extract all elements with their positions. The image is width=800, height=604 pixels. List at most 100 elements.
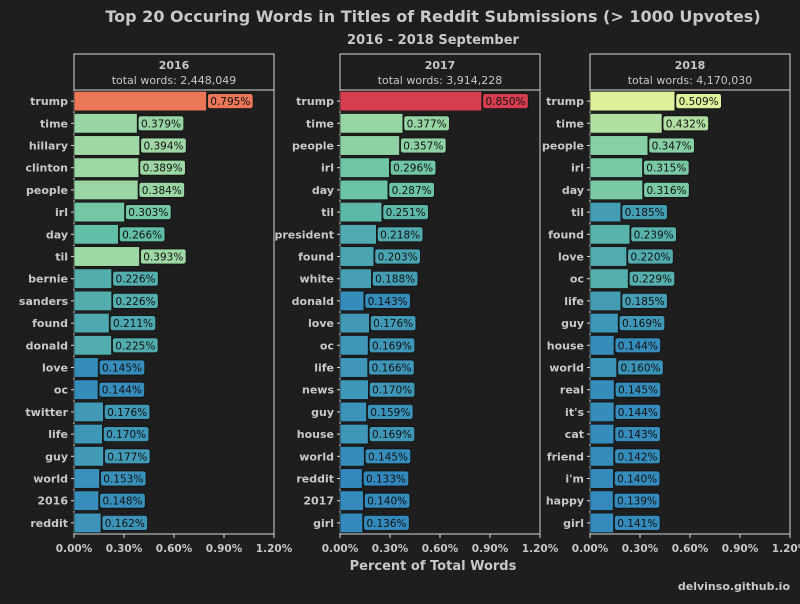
data-label-box	[621, 204, 668, 221]
data-label-box	[99, 492, 146, 509]
bar	[589, 91, 676, 112]
category-label: life	[564, 295, 584, 308]
category-label: day	[312, 184, 334, 197]
data-label-box	[388, 181, 435, 198]
data-label-box	[101, 515, 148, 531]
data-label-box	[403, 115, 450, 132]
bar	[339, 113, 404, 134]
bar	[339, 224, 377, 245]
category-label: guy	[561, 317, 584, 330]
data-label-box	[400, 137, 447, 154]
bar	[339, 379, 369, 400]
data-label-box	[109, 315, 157, 332]
data-label: 0.239%	[634, 229, 674, 241]
category-label: irl	[321, 162, 334, 175]
category-label: hillary	[29, 140, 68, 153]
bar	[589, 179, 643, 200]
category-label: trump	[30, 95, 68, 108]
category-label: time	[306, 117, 334, 130]
category-label: happy	[546, 495, 584, 508]
data-label-box	[104, 448, 151, 465]
panel-strip	[339, 53, 541, 91]
category-label: real	[560, 384, 584, 397]
data-label: 0.143%	[618, 429, 658, 441]
category-label: world	[299, 450, 334, 463]
category-label: donald	[26, 339, 68, 352]
data-label: 0.144%	[618, 407, 658, 419]
bar	[589, 135, 649, 156]
bar	[339, 268, 372, 289]
panel-year: 2016	[159, 59, 190, 72]
bar	[589, 512, 614, 533]
data-label: 0.226%	[115, 274, 155, 286]
data-label: 0.296%	[393, 163, 433, 175]
panel-total-words: total words: 2,448,049	[112, 74, 237, 87]
bar	[589, 335, 615, 356]
data-label-box	[112, 292, 159, 309]
data-label: 0.169%	[622, 318, 662, 330]
data-label: 0.176%	[107, 407, 147, 419]
bar	[339, 135, 400, 156]
category-label: people	[292, 140, 334, 153]
bar	[339, 91, 482, 112]
bar	[73, 335, 112, 356]
data-label: 0.218%	[380, 229, 420, 241]
bar	[73, 357, 99, 378]
category-label: bernie	[28, 273, 68, 286]
data-label-box	[363, 515, 410, 531]
data-label-box	[371, 270, 419, 287]
panels-group: 2016 total words: 2,448,049 trump 0.795% tim…	[19, 53, 800, 555]
data-label-box	[389, 159, 437, 176]
data-label: 0.159%	[370, 407, 410, 419]
bar	[73, 268, 112, 289]
panel-plot-border	[339, 89, 541, 535]
bar	[73, 290, 112, 311]
data-label: 0.850%	[485, 96, 525, 108]
category-label: oc	[320, 339, 334, 352]
data-label: 0.229%	[632, 274, 672, 286]
x-tick-label: 0.00%	[572, 543, 609, 555]
data-label-box	[98, 359, 146, 376]
panel-strip	[73, 53, 275, 91]
data-label-box	[364, 448, 412, 465]
data-label: 0.177%	[107, 451, 147, 463]
data-label: 0.188%	[375, 274, 415, 286]
data-label: 0.142%	[617, 451, 657, 463]
data-label: 0.389%	[143, 163, 183, 175]
x-tick-label: 0.00%	[56, 543, 93, 555]
data-label-box	[207, 93, 254, 109]
data-label-box	[364, 292, 411, 309]
category-label: i'm	[565, 473, 584, 486]
data-label-box	[648, 137, 695, 154]
data-label-box	[617, 359, 664, 376]
bar	[589, 246, 627, 267]
bar	[589, 313, 619, 334]
data-label: 0.251%	[386, 207, 426, 219]
bar	[73, 424, 103, 445]
bar	[589, 157, 643, 178]
category-label: twitter	[25, 406, 68, 419]
category-label: president	[274, 228, 334, 241]
data-label: 0.169%	[372, 340, 412, 352]
bar	[339, 290, 365, 311]
bar	[339, 157, 390, 178]
category-label: people	[26, 184, 68, 197]
data-label: 0.160%	[620, 363, 660, 375]
bar	[73, 446, 104, 467]
category-label: life	[48, 428, 68, 441]
data-label-box	[363, 492, 411, 509]
data-label-box	[614, 515, 661, 531]
data-label-box	[621, 292, 668, 309]
bar	[589, 468, 614, 489]
bar	[73, 379, 99, 400]
data-label: 0.225%	[115, 340, 155, 352]
data-label-box	[614, 337, 661, 354]
data-label: 0.166%	[371, 363, 411, 375]
panel-strip	[589, 53, 791, 91]
data-label: 0.394%	[143, 141, 183, 153]
data-label-box	[628, 270, 676, 287]
category-label: irl	[55, 206, 68, 219]
bar	[339, 246, 375, 267]
x-tick-label: 0.90%	[472, 543, 509, 555]
